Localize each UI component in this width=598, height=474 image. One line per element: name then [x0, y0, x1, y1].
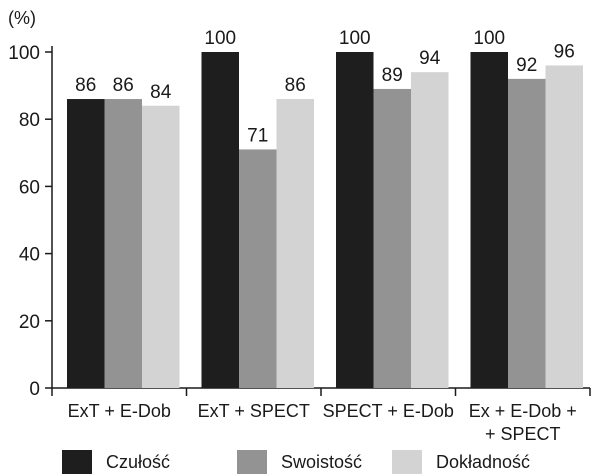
bar-czulosc	[336, 52, 374, 388]
legend-label-czulosc: Czułość	[106, 451, 171, 472]
legend-swatch-czulosc	[62, 450, 92, 474]
bars	[67, 52, 583, 389]
y-tick-label: 20	[19, 312, 40, 333]
x-axis: ExT + E-Dob ExT + SPECT SPECT + E-Dob Ex + …	[51, 387, 591, 444]
bar-swoistosc	[508, 78, 546, 388]
x-category-label: SPECT + E-Dob	[323, 401, 454, 421]
y-tick-label: 40	[19, 245, 40, 266]
bar-swoistosc	[104, 99, 142, 388]
data-label-czulosc: 100	[339, 28, 371, 49]
x-category-label: + SPECT	[485, 424, 561, 444]
legend-label-swoistosc: Swoistość	[281, 451, 363, 472]
data-label-swoistosc: 71	[247, 125, 268, 146]
x-category-label: ExT + E-Dob	[68, 401, 171, 421]
bar-dokladnosc	[545, 65, 583, 388]
legend-item-czulosc: Czułość	[62, 450, 170, 474]
bar-dokladnosc	[276, 99, 314, 388]
data-label-swoistosc: 89	[382, 65, 403, 86]
data-label-czulosc: 100	[473, 28, 505, 49]
legend-item-swoistosc: Swoistość	[237, 450, 362, 474]
bar-czulosc	[201, 52, 239, 388]
data-label-dokladnosc: 84	[150, 82, 172, 103]
legend-swatch-dokladnosc	[392, 450, 422, 474]
data-label-dokladnosc: 96	[554, 41, 575, 62]
data-label-swoistosc: 86	[113, 75, 134, 96]
legend-swatch-swoistosc	[237, 450, 267, 474]
data-labels: 86 86 84 100 71 86 100 89 94 100 92 96	[75, 28, 575, 146]
y-tick-label: 80	[19, 110, 40, 131]
y-unit-label: (%)	[8, 8, 36, 28]
data-label-dokladnosc: 86	[285, 75, 306, 96]
legend-label-dokladnosc: Dokładność	[436, 451, 531, 472]
y-tick-label: 60	[19, 177, 40, 198]
data-label-dokladnosc: 94	[419, 48, 441, 69]
legend-item-dokladnosc: Dokładność	[392, 450, 530, 474]
data-label-czulosc: 86	[75, 75, 96, 96]
legend: Czułość Swoistość Dokładność	[62, 450, 598, 474]
bar-czulosc	[67, 99, 105, 388]
bar-dokladnosc	[411, 72, 449, 388]
y-tick-label: 100	[8, 43, 40, 64]
y-tick-label: 0	[29, 379, 40, 400]
bar-dokladnosc	[142, 105, 180, 388]
x-category-label: ExT + SPECT	[198, 401, 310, 421]
bar-czulosc	[470, 52, 508, 388]
x-category-label: Ex + E-Dob +	[469, 401, 577, 421]
bar-swoistosc	[373, 88, 411, 389]
data-label-czulosc: 100	[204, 28, 236, 49]
data-label-swoistosc: 92	[516, 55, 537, 76]
y-axis: 0 20 40 60 80 100	[8, 43, 53, 400]
bar-chart: (%) 0 20 40 60 80 100 ExT + E-Dob ExT + SPECT S…	[8, 8, 591, 444]
bar-swoistosc	[239, 149, 277, 388]
